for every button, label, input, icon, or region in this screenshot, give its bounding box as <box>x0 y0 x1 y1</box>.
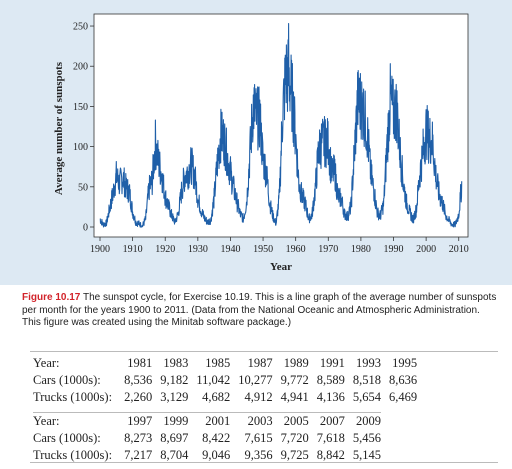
table-cell: 8,704 <box>160 448 189 462</box>
table-cell: 9,182 <box>160 373 189 387</box>
x-tick-label: 2000 <box>416 244 436 255</box>
table-cell: 8,273 <box>124 431 153 445</box>
table-cell: 9,725 <box>280 448 309 462</box>
row-label: Year: <box>33 356 60 370</box>
table-cell: 1999 <box>152 412 189 430</box>
x-tick-label: 1900 <box>90 244 110 255</box>
table-cell: 8,422 <box>202 431 231 445</box>
table-cell: 8,536 <box>124 373 153 387</box>
table-cell: 1981 <box>127 356 153 370</box>
y-tick-label: 0 <box>83 223 88 234</box>
table-cell: 1995 <box>392 356 418 370</box>
table-cell: 1983 <box>163 356 189 370</box>
table-cell: 1989 <box>283 356 309 370</box>
year-row: Year: 1997 1999 2001 2003 2005 2007 2009 <box>33 412 417 430</box>
table-cell: 1985 <box>205 356 231 370</box>
table-cell: 9,772 <box>280 373 309 387</box>
table-cell: 9,356 <box>244 448 273 462</box>
x-tick-label: 2010 <box>449 244 469 255</box>
table-cell: 6,469 <box>388 390 418 404</box>
cars-row: Cars (1000s): 8,273 8,697 8,422 7,615 7,720 7,… <box>33 430 417 447</box>
table-cell: 7,720 <box>280 431 309 445</box>
table-cell: 10,277 <box>238 373 273 387</box>
row-label: Cars (1000s): <box>33 431 101 445</box>
table-cell: 5,145 <box>352 448 381 462</box>
caption-text: The sunspot cycle, for Exercise 10.19. T… <box>22 292 497 328</box>
table-cell: 11,042 <box>196 373 231 387</box>
x-tick-label: 1920 <box>155 244 175 255</box>
y-axis-title: Average number of sunspots <box>53 61 65 195</box>
y-tick-label: 150 <box>73 102 88 113</box>
table-cell: 1993 <box>355 356 381 370</box>
table-cell: 1997 <box>116 412 153 430</box>
x-tick-label: 1940 <box>220 244 240 255</box>
sunspot-series-line <box>99 23 463 228</box>
table-cell: 4,912 <box>244 390 273 404</box>
x-axis-title: Year <box>270 261 292 273</box>
table-cell: 1991 <box>319 356 345 370</box>
table-cell: 4,136 <box>316 390 345 404</box>
sunspot-chart: 0 50 100 150 200 250 1900 1910 1920 1930 1940 1950 1… <box>0 0 512 285</box>
y-tick-label: 250 <box>73 22 88 33</box>
table-cell: 2003 <box>230 412 273 430</box>
table-cell: 8,697 <box>160 431 189 445</box>
trucks-row: Trucks (1000s): 7,217 8,704 9,046 9,356 9,725… <box>33 447 417 464</box>
x-tick-label: 1980 <box>351 244 371 255</box>
x-tick-label: 1950 <box>253 244 273 255</box>
table-cell: 5,654 <box>352 390 381 404</box>
cars-row: Cars (1000s): 8,536 9,182 11,042 10,277 9,772… <box>33 372 417 389</box>
table-cell: 2001 <box>188 412 231 430</box>
table-cell: 3,129 <box>160 390 189 404</box>
table-cell: 5,456 <box>352 431 381 445</box>
table-cell: 7,217 <box>124 448 153 462</box>
table-cell: 7,615 <box>244 431 273 445</box>
row-label: Year: <box>33 412 117 430</box>
x-tick-label: 1930 <box>188 244 208 255</box>
table-bottom-rule <box>30 462 498 463</box>
x-tick-label: 1990 <box>384 244 404 255</box>
figure-caption: Figure 10.17 The sunspot cycle, for Exer… <box>22 292 500 330</box>
table-cell: 2,260 <box>124 390 153 404</box>
row-label: Cars (1000s): <box>33 373 101 387</box>
table-cell: 8,842 <box>316 448 345 462</box>
trucks-row: Trucks (1000s): 2,260 3,129 4,682 4,912 4,941… <box>33 389 417 406</box>
year-row: Year: 1981 1983 1985 1987 1989 1991 1993 1995 <box>33 355 417 372</box>
x-tick-label: 1970 <box>318 244 338 255</box>
sales-table: Year: 1981 1983 1985 1987 1989 1991 1993 1995 Car… <box>33 355 417 464</box>
table-top-rule <box>30 351 498 352</box>
figure-label: Figure 10.17 <box>22 292 81 303</box>
row-label: Trucks (1000s): <box>33 448 113 462</box>
table-cell: 4,941 <box>280 390 309 404</box>
table-cell: 2009 <box>344 412 381 430</box>
y-tick-label: 50 <box>78 182 88 193</box>
table-cell: 8,589 <box>316 373 345 387</box>
table-cell: 1987 <box>247 356 273 370</box>
table-cell: 7,618 <box>316 431 345 445</box>
table-cell: 8,636 <box>388 373 418 387</box>
y-tick-label: 100 <box>73 142 88 153</box>
row-label: Trucks (1000s): <box>33 390 113 404</box>
table-cell: 2005 <box>272 412 309 430</box>
y-tick-label: 200 <box>73 62 88 73</box>
table-cell: 9,046 <box>202 448 231 462</box>
table-cell: 8,518 <box>352 373 381 387</box>
x-tick-label: 1960 <box>286 244 306 255</box>
sunspot-line-chart: 0 50 100 150 200 250 1900 1910 1920 1930 1940 1950 1… <box>53 13 469 273</box>
table-cell: 2007 <box>308 412 345 430</box>
x-tick-label: 1910 <box>123 244 143 255</box>
table-cell: 4,682 <box>202 390 231 404</box>
